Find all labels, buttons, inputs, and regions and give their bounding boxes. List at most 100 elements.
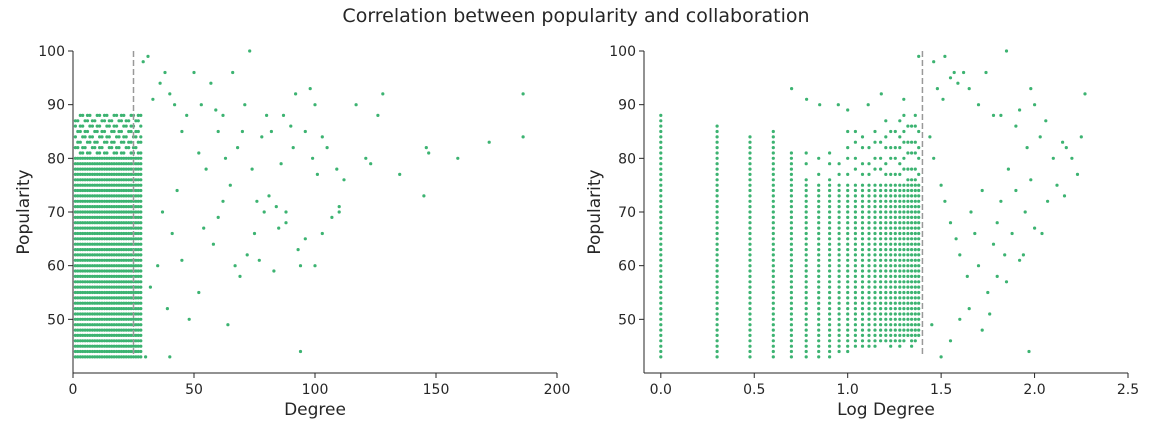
data-point bbox=[90, 231, 94, 236]
data-point bbox=[85, 140, 90, 144]
data-point bbox=[95, 285, 99, 289]
data-point bbox=[139, 172, 143, 176]
data-point bbox=[748, 274, 752, 278]
data-point bbox=[127, 188, 131, 193]
data-point bbox=[105, 140, 109, 144]
data-point bbox=[124, 199, 128, 203]
data-point bbox=[223, 156, 228, 160]
data-point bbox=[913, 317, 917, 321]
data-point bbox=[76, 140, 80, 144]
data-point bbox=[846, 317, 850, 321]
data-point bbox=[817, 199, 821, 203]
data-point bbox=[209, 81, 213, 85]
data-point bbox=[789, 221, 794, 225]
data-point bbox=[873, 167, 877, 171]
data-point bbox=[112, 162, 116, 166]
data-point bbox=[127, 167, 131, 171]
data-point bbox=[906, 188, 910, 193]
data-point bbox=[134, 167, 138, 171]
data-point bbox=[910, 307, 914, 311]
data-point bbox=[78, 344, 82, 348]
data-point bbox=[913, 280, 917, 284]
data-point bbox=[917, 328, 921, 332]
data-point bbox=[85, 344, 90, 348]
data-point bbox=[100, 221, 104, 225]
data-point bbox=[90, 307, 94, 311]
data-point bbox=[122, 167, 126, 171]
data-point bbox=[88, 328, 92, 332]
data-point bbox=[889, 156, 893, 160]
data-point bbox=[88, 183, 92, 187]
data-point bbox=[873, 296, 877, 300]
data-point bbox=[98, 307, 102, 311]
data-point bbox=[115, 205, 119, 209]
data-point bbox=[889, 274, 893, 278]
data-point bbox=[90, 205, 94, 209]
data-point bbox=[917, 54, 921, 59]
data-point bbox=[73, 119, 77, 123]
data-point bbox=[115, 194, 119, 198]
data-point bbox=[893, 172, 897, 176]
data-point bbox=[102, 231, 107, 236]
data-point bbox=[884, 231, 888, 236]
data-point bbox=[281, 113, 286, 117]
data-point bbox=[88, 124, 92, 128]
data-point bbox=[804, 280, 808, 284]
data-point bbox=[853, 242, 858, 246]
data-point bbox=[748, 221, 752, 225]
data-point bbox=[398, 172, 402, 176]
data-point bbox=[860, 221, 865, 225]
data-point bbox=[85, 221, 90, 225]
data-point bbox=[134, 328, 138, 332]
data-point bbox=[119, 221, 123, 225]
data-point bbox=[134, 119, 138, 123]
data-point bbox=[369, 162, 373, 166]
data-point bbox=[127, 339, 131, 343]
data-point bbox=[828, 328, 832, 332]
data-point bbox=[846, 199, 850, 203]
data-point bbox=[867, 199, 871, 203]
data-point bbox=[804, 290, 808, 295]
data-point bbox=[910, 210, 914, 214]
data-point bbox=[789, 307, 794, 311]
data-point bbox=[119, 280, 123, 284]
data-point bbox=[100, 317, 104, 321]
data-point bbox=[893, 312, 897, 316]
data-point bbox=[100, 333, 104, 337]
data-point bbox=[117, 205, 121, 209]
data-point bbox=[884, 317, 888, 321]
data-point bbox=[90, 274, 94, 278]
data-point bbox=[898, 317, 902, 321]
data-point bbox=[867, 205, 871, 209]
data-point bbox=[112, 339, 116, 343]
data-point bbox=[131, 290, 136, 295]
data-point bbox=[884, 264, 888, 268]
data-point bbox=[124, 339, 128, 343]
data-point bbox=[112, 113, 116, 117]
data-point bbox=[828, 248, 832, 252]
data-point bbox=[93, 269, 97, 273]
data-point bbox=[134, 135, 138, 139]
data-point bbox=[124, 280, 128, 284]
data-point bbox=[105, 296, 109, 300]
data-point bbox=[98, 215, 102, 219]
data-point bbox=[76, 339, 80, 343]
data-point bbox=[853, 199, 858, 203]
data-point bbox=[715, 167, 719, 171]
data-point bbox=[131, 172, 136, 176]
data-point bbox=[73, 199, 77, 203]
data-point bbox=[73, 178, 77, 182]
data-point bbox=[117, 162, 121, 166]
data-point bbox=[73, 172, 77, 176]
data-point bbox=[884, 328, 888, 332]
data-point bbox=[893, 290, 897, 295]
data-point bbox=[165, 307, 169, 311]
data-point bbox=[119, 231, 123, 236]
data-point bbox=[83, 188, 87, 193]
data-point bbox=[879, 323, 883, 327]
data-point bbox=[659, 301, 663, 305]
data-point bbox=[83, 296, 87, 300]
data-point bbox=[139, 307, 143, 311]
data-point bbox=[124, 285, 128, 289]
data-point bbox=[95, 156, 99, 160]
